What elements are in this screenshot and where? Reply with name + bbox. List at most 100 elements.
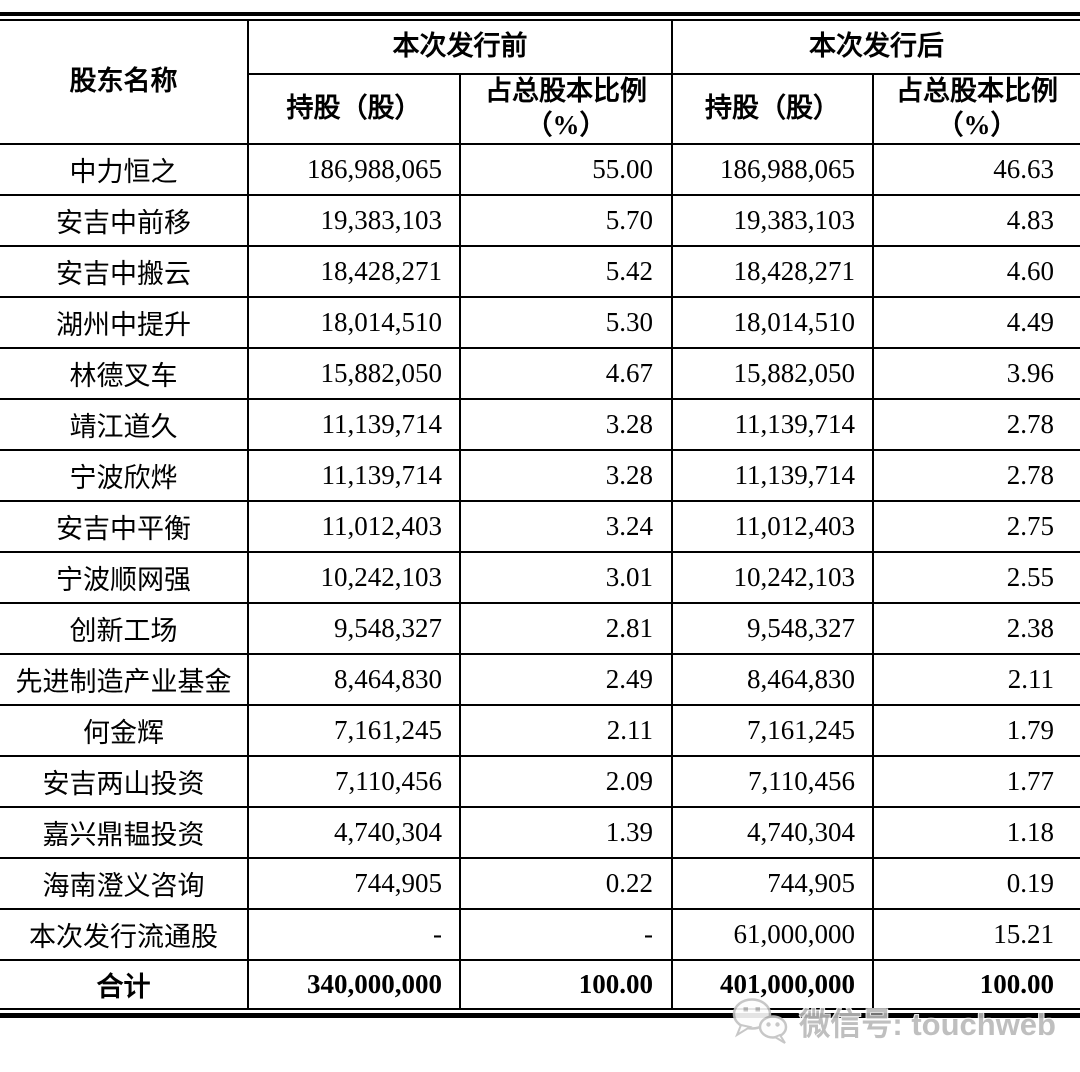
cell-shareholder-name: 安吉两山投资 <box>0 756 249 808</box>
table-bottom-rule <box>0 1013 1080 1018</box>
cell-shares-after: 61,000,000 <box>672 909 874 961</box>
cell-shares-after: 15,882,050 <box>672 348 874 400</box>
table-row: 创新工场 9,548,327 2.81 9,548,327 2.38 <box>0 603 1080 655</box>
cell-pct-before: 4.67 <box>460 348 673 400</box>
cell-pct-after: 4.83 <box>873 195 1080 247</box>
cell-shares-after: 19,383,103 <box>672 195 874 247</box>
table-row: 靖江道久 11,139,714 3.28 11,139,714 2.78 <box>0 399 1080 451</box>
cell-shares-after: 10,242,103 <box>672 552 874 604</box>
cell-shares-before: 744,905 <box>248 858 461 910</box>
cell-pct-before: 5.42 <box>460 246 673 298</box>
header-pct-before-line1: 占总股本比例 <box>485 76 647 107</box>
cell-shareholder-name: 先进制造产业基金 <box>0 654 249 706</box>
cell-shareholder-name: 嘉兴鼎韫投资 <box>0 807 249 859</box>
header-pct-after: 占总股本比例 （%） <box>873 74 1080 145</box>
cell-pct-after: 1.77 <box>873 756 1080 808</box>
cell-shareholder-name: 林德叉车 <box>0 348 249 400</box>
table-row: 安吉中前移 19,383,103 5.70 19,383,103 4.83 <box>0 195 1080 247</box>
table-row: 先进制造产业基金 8,464,830 2.49 8,464,830 2.11 <box>0 654 1080 706</box>
cell-shares-before: 186,988,065 <box>248 144 461 196</box>
cell-pct-after: 1.79 <box>873 705 1080 757</box>
cell-pct-after: 4.49 <box>873 297 1080 349</box>
table-body: 中力恒之 186,988,065 55.00 186,988,065 46.63… <box>0 144 1080 1010</box>
cell-shares-before: 19,383,103 <box>248 195 461 247</box>
header-pct-before: 占总股本比例 （%） <box>460 74 673 145</box>
cell-shareholder-name: 合计 <box>0 960 249 1010</box>
cell-shareholder-name: 宁波欣烨 <box>0 450 249 502</box>
cell-pct-after: 1.18 <box>873 807 1080 859</box>
cell-shares-after: 401,000,000 <box>672 960 874 1010</box>
cell-shareholder-name: 本次发行流通股 <box>0 909 249 961</box>
cell-pct-after: 15.21 <box>873 909 1080 961</box>
watermark-label: 微信号: touchweb <box>799 1006 1056 1042</box>
cell-shares-after: 744,905 <box>672 858 874 910</box>
table-row: 嘉兴鼎韫投资 4,740,304 1.39 4,740,304 1.18 <box>0 807 1080 859</box>
table-top-rule <box>0 12 1080 16</box>
header-pct-after-line2: （%） <box>936 110 1018 140</box>
table-row: 宁波欣烨 11,139,714 3.28 11,139,714 2.78 <box>0 450 1080 502</box>
table-total-row: 合计 340,000,000 100.00 401,000,000 100.00 <box>0 960 1080 1010</box>
shareholder-table: 股东名称 本次发行前 本次发行后 持股（股） 占总股本比例 （%） 持股（股） … <box>0 19 1080 1010</box>
cell-shares-after: 11,012,403 <box>672 501 874 553</box>
cell-shares-before: 15,882,050 <box>248 348 461 400</box>
cell-pct-before: 3.24 <box>460 501 673 553</box>
table-row: 海南澄义咨询 744,905 0.22 744,905 0.19 <box>0 858 1080 910</box>
cell-pct-after: 2.78 <box>873 450 1080 502</box>
cell-shareholder-name: 安吉中搬云 <box>0 246 249 298</box>
cell-pct-after: 2.38 <box>873 603 1080 655</box>
cell-shares-after: 186,988,065 <box>672 144 874 196</box>
cell-pct-before: 3.01 <box>460 552 673 604</box>
cell-pct-before: 2.49 <box>460 654 673 706</box>
cell-shares-before: 7,161,245 <box>248 705 461 757</box>
cell-shareholder-name: 湖州中提升 <box>0 297 249 349</box>
cell-shares-after: 18,428,271 <box>672 246 874 298</box>
cell-pct-before: 5.70 <box>460 195 673 247</box>
cell-shares-after: 7,110,456 <box>672 756 874 808</box>
cell-shareholder-name: 海南澄义咨询 <box>0 858 249 910</box>
cell-pct-before: 3.28 <box>460 450 673 502</box>
cell-pct-after: 0.19 <box>873 858 1080 910</box>
cell-pct-before: 5.30 <box>460 297 673 349</box>
cell-shares-before: 9,548,327 <box>248 603 461 655</box>
table-row: 何金辉 7,161,245 2.11 7,161,245 1.79 <box>0 705 1080 757</box>
cell-shareholder-name: 中力恒之 <box>0 144 249 196</box>
table-row: 安吉中平衡 11,012,403 3.24 11,012,403 2.75 <box>0 501 1080 553</box>
cell-shares-before: 340,000,000 <box>248 960 461 1010</box>
cell-shares-after: 8,464,830 <box>672 654 874 706</box>
cell-shares-after: 11,139,714 <box>672 399 874 451</box>
header-before-issuance: 本次发行前 <box>248 20 673 75</box>
cell-pct-after: 2.11 <box>873 654 1080 706</box>
cell-pct-before: - <box>460 909 673 961</box>
cell-shares-before: 11,139,714 <box>248 450 461 502</box>
cell-shares-after: 4,740,304 <box>672 807 874 859</box>
cell-shareholder-name: 何金辉 <box>0 705 249 757</box>
cell-shareholder-name: 靖江道久 <box>0 399 249 451</box>
header-pct-before-line2: （%） <box>525 110 607 140</box>
table-row: 安吉两山投资 7,110,456 2.09 7,110,456 1.77 <box>0 756 1080 808</box>
watermark: 微信号: touchweb <box>729 996 1056 1046</box>
cell-pct-before: 2.09 <box>460 756 673 808</box>
cell-shareholder-name: 创新工场 <box>0 603 249 655</box>
cell-pct-after: 2.78 <box>873 399 1080 451</box>
table-row: 安吉中搬云 18,428,271 5.42 18,428,271 4.60 <box>0 246 1080 298</box>
cell-pct-after: 100.00 <box>873 960 1080 1010</box>
cell-pct-before: 1.39 <box>460 807 673 859</box>
cell-shares-before: 4,740,304 <box>248 807 461 859</box>
cell-pct-before: 3.28 <box>460 399 673 451</box>
cell-shares-before: - <box>248 909 461 961</box>
cell-shares-before: 7,110,456 <box>248 756 461 808</box>
cell-pct-after: 2.75 <box>873 501 1080 553</box>
cell-shareholder-name: 宁波顺网强 <box>0 552 249 604</box>
table-header: 股东名称 本次发行前 本次发行后 持股（股） 占总股本比例 （%） 持股（股） … <box>0 20 1080 145</box>
table-row: 本次发行流通股 - - 61,000,000 15.21 <box>0 909 1080 961</box>
cell-shares-after: 11,139,714 <box>672 450 874 502</box>
cell-shares-before: 11,012,403 <box>248 501 461 553</box>
table-row: 湖州中提升 18,014,510 5.30 18,014,510 4.49 <box>0 297 1080 349</box>
cell-pct-before: 0.22 <box>460 858 673 910</box>
table-row: 中力恒之 186,988,065 55.00 186,988,065 46.63 <box>0 144 1080 196</box>
cell-pct-after: 2.55 <box>873 552 1080 604</box>
cell-shareholder-name: 安吉中平衡 <box>0 501 249 553</box>
cell-shares-before: 18,014,510 <box>248 297 461 349</box>
table-row: 宁波顺网强 10,242,103 3.01 10,242,103 2.55 <box>0 552 1080 604</box>
cell-pct-after: 4.60 <box>873 246 1080 298</box>
